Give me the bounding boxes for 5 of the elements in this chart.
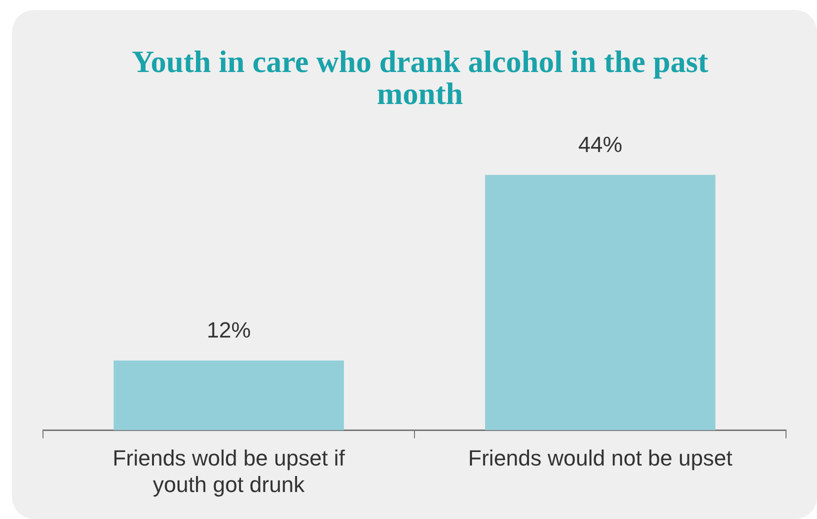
chart-title: Youth in care who drank alcohol in the past month bbox=[130, 44, 710, 111]
x-tick-label: Friends wold be upset if youth got drunk bbox=[112, 445, 346, 497]
data-label: 12% bbox=[206, 318, 251, 343]
x-tick-label: Friends would not be upset bbox=[468, 445, 732, 470]
data-label: 44% bbox=[578, 132, 622, 157]
